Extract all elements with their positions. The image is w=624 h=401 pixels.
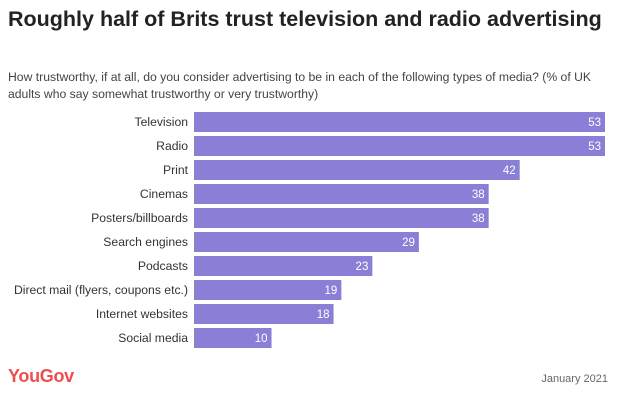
bar-social-media: [194, 328, 272, 348]
bar-television: [194, 112, 605, 132]
category-label-internet-websites: Internet websites: [96, 307, 188, 321]
bar-posters-billboards: [194, 208, 489, 228]
bar-radio: [194, 136, 605, 156]
bar-cinemas: [194, 184, 489, 204]
date-label: January 2021: [541, 373, 608, 385]
category-label-search-engines: Search engines: [103, 235, 188, 249]
category-label-social-media: Social media: [118, 331, 188, 345]
value-label-social-media: 10: [255, 333, 268, 345]
value-label-cinemas: 38: [472, 189, 485, 201]
category-label-posters-billboards: Posters/billboards: [91, 211, 188, 225]
category-label-radio: Radio: [156, 139, 188, 153]
bar-direct-mail-flyers-coupons-etc: [194, 280, 342, 300]
value-label-television: 53: [588, 117, 601, 129]
category-label-direct-mail-flyers-coupons-etc: Direct mail (flyers, coupons etc.): [14, 283, 188, 297]
bar-podcasts: [194, 256, 373, 276]
chart-subtitle: How trustworthy, if at all, do you consi…: [8, 70, 592, 101]
yougov-logo: YouGov: [8, 366, 74, 386]
value-label-search-engines: 29: [402, 237, 415, 249]
value-label-print: 42: [503, 165, 516, 177]
category-label-television: Television: [134, 115, 188, 129]
chart-title: Roughly half of Brits trust television a…: [8, 7, 602, 31]
value-label-podcasts: 23: [356, 261, 369, 273]
category-label-podcasts: Podcasts: [138, 259, 188, 273]
value-label-internet-websites: 18: [317, 309, 330, 321]
value-label-direct-mail-flyers-coupons-etc: 19: [325, 285, 338, 297]
bar-print: [194, 160, 520, 180]
category-label-cinemas: Cinemas: [140, 187, 188, 201]
value-label-posters-billboards: 38: [472, 213, 485, 225]
value-label-radio: 53: [588, 141, 601, 153]
category-label-print: Print: [163, 163, 189, 177]
bar-search-engines: [194, 232, 419, 252]
bar-internet-websites: [194, 304, 334, 324]
bar-chart: Television 53 Radio 53 Print 42 Cinemas 38 Poste…: [14, 112, 605, 348]
